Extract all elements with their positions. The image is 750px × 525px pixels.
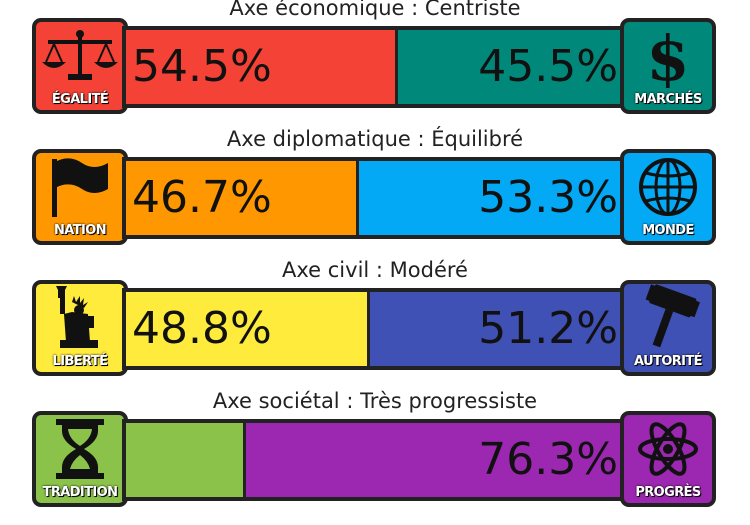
segment-autorite: 51.2% <box>370 292 622 366</box>
bar-economic: 54.5% 45.5% <box>122 26 626 108</box>
segment-liberte: 48.8% <box>126 292 367 366</box>
percentage-autorite: 51.2% <box>478 303 618 354</box>
axis-title: Axe sociétal : Très progressiste <box>212 389 538 413</box>
segment-nation: 46.7% <box>126 161 356 235</box>
statue-of-liberty-icon <box>56 286 98 348</box>
icon-box-marches: $ MARCHÉS <box>620 18 716 114</box>
icon-label: TRADITION <box>42 485 118 500</box>
icon-label: ÉGALITÉ <box>51 92 109 107</box>
percentage-liberte: 48.8% <box>132 303 272 354</box>
icon-label: MARCHÉS <box>634 92 702 107</box>
bar-societal: 76.3% <box>122 419 626 501</box>
segment-egalite: 54.5% <box>126 30 395 104</box>
segment-monde: 53.3% <box>359 161 622 235</box>
scales-icon <box>42 30 118 80</box>
segment-tradition <box>126 423 243 497</box>
axis-title: Axe économique : Centriste <box>229 0 521 20</box>
globe-icon <box>639 158 697 216</box>
bar-diplomatic: 46.7% 53.3% <box>122 157 626 239</box>
axis-economic: Axe économique : Centriste ÉGALITÉ 54.5%… <box>0 0 750 132</box>
icon-box-progres: PROGRÈS <box>620 411 716 507</box>
icon-box-tradition: TRADITION <box>32 411 128 507</box>
axis-diplomatic: Axe diplomatique : Équilibré NATION 46.7… <box>0 127 750 263</box>
icon-box-egalite: ÉGALITÉ <box>32 18 128 114</box>
svg-text:$: $ <box>646 22 689 88</box>
icon-box-monde: MONDE <box>620 149 716 245</box>
axis-title: Axe civil : Modéré <box>282 258 468 282</box>
gavel-icon <box>645 284 700 348</box>
percentage-egalite: 54.5% <box>132 41 272 92</box>
percentage-monde: 53.3% <box>478 172 618 223</box>
axis-civil: Axe civil : Modéré LIBERTÉ 48.8% 51.2% <box>0 258 750 394</box>
segment-progres: 76.3% <box>246 423 622 497</box>
icon-box-nation: NATION <box>32 149 128 245</box>
segment-marches: 45.5% <box>398 30 622 104</box>
dollar-icon: $ <box>646 22 689 88</box>
icon-label: LIBERTÉ <box>52 354 108 369</box>
atom-icon <box>638 422 698 476</box>
icon-label: MONDE <box>642 223 694 238</box>
icon-box-autorite: AUTORITÉ <box>620 280 716 376</box>
percentage-nation: 46.7% <box>132 172 272 223</box>
axis-title: Axe diplomatique : Équilibré <box>226 127 524 151</box>
axis-societal: Axe sociétal : Très progressiste TRADITI… <box>0 389 750 525</box>
flag-icon <box>52 158 108 217</box>
bar-civil: 48.8% 51.2% <box>122 288 626 370</box>
icon-box-liberte: LIBERTÉ <box>32 280 128 376</box>
percentage-progres: 76.3% <box>478 434 618 485</box>
icon-label: PROGRÈS <box>635 485 701 500</box>
icon-label: NATION <box>54 223 107 238</box>
percentage-marches: 45.5% <box>478 41 618 92</box>
hourglass-icon <box>56 419 104 479</box>
icon-label: AUTORITÉ <box>634 354 703 369</box>
